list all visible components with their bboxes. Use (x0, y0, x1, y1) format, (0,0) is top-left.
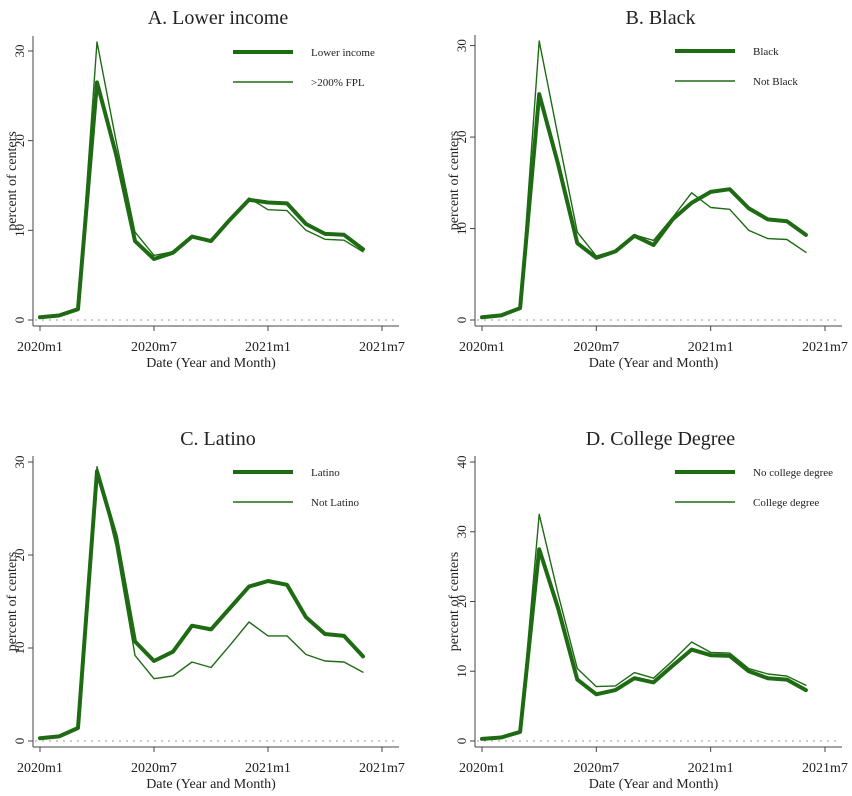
y-tick-label: 10 (454, 665, 469, 678)
x-axis-label: Date (Year and Month) (589, 356, 719, 371)
y-tick-label: 40 (454, 456, 469, 469)
legend-label-1: Black (753, 46, 779, 58)
x-tick-label: 2020m1 (17, 761, 63, 776)
y-tick-label: 0 (12, 738, 27, 745)
x-tick-label: 2021m7 (359, 340, 405, 355)
x-tick-label: 2020m7 (573, 761, 619, 776)
chart-title: A. Lower income (148, 7, 289, 29)
x-axis-label: Date (Year and Month) (589, 777, 719, 791)
x-tick-label: 2020m1 (17, 340, 63, 355)
y-tick-label: 20 (12, 134, 27, 147)
y-axis-label: percent of centers (5, 131, 20, 231)
legend-label-1: Latino (311, 467, 340, 479)
series-line-1 (480, 547, 808, 741)
x-tick-label: 2020m1 (459, 761, 505, 776)
y-tick-label: 10 (454, 222, 469, 235)
x-tick-label: 2020m1 (459, 340, 505, 355)
chart-panel-1: A. Lower income 0 10 20 30 percent of centers… (5, 7, 405, 371)
chart-title: B. Black (626, 7, 696, 29)
x-tick-label: 2021m1 (245, 340, 291, 355)
series-line-2 (39, 466, 364, 739)
legend-label-1: Lower income (311, 47, 375, 59)
y-axis-label: percent of centers (5, 552, 20, 652)
y-tick-label: 30 (12, 456, 27, 469)
series-line-2 (481, 40, 807, 318)
legend-label-2: >200% FPL (311, 77, 365, 89)
y-tick-label: 20 (454, 595, 469, 608)
y-tick-label: 20 (12, 549, 27, 562)
y-tick-label: 30 (12, 44, 27, 57)
x-tick-label: 2021m1 (688, 340, 734, 355)
x-tick-label: 2021m1 (688, 761, 734, 776)
chart-panel-4: D. College Degree 0 10 20 30 40 percent of cen… (447, 428, 848, 792)
x-tick-label: 2021m1 (245, 761, 291, 776)
y-tick-label: 30 (454, 525, 469, 538)
x-axis-label: Date (Year and Month) (146, 777, 276, 791)
chart-title: D. College Degree (586, 428, 736, 450)
legend-label-2: Not Latino (311, 497, 359, 509)
x-tick-label: 2020m7 (573, 340, 619, 355)
x-tick-label: 2020m7 (131, 761, 177, 776)
x-tick-label: 2021m7 (359, 761, 405, 776)
x-tick-label: 2021m7 (802, 340, 848, 355)
y-tick-label: 10 (12, 224, 27, 237)
chart-title: C. Latino (180, 428, 256, 450)
x-tick-label: 2021m7 (802, 761, 848, 776)
series-line-2 (39, 41, 364, 318)
y-tick-label: 0 (454, 738, 469, 745)
y-axis-label: percent of centers (447, 131, 462, 231)
x-tick-label: 2020m7 (131, 340, 177, 355)
chart-panel-3: C. Latino 0 10 20 30 percent of centers 2020m1… (5, 428, 405, 792)
y-tick-label: 0 (454, 317, 469, 324)
series-line-1 (38, 80, 365, 320)
chart-panel-2: B. Black 0 10 20 30 percent of centers 2020m1 2… (447, 7, 848, 371)
series-line-2 (481, 513, 807, 740)
y-tick-label: 20 (454, 131, 469, 144)
legend-label-2: College degree (753, 497, 819, 509)
legend-label-2: Not Black (753, 76, 798, 88)
y-tick-label: 0 (12, 317, 27, 324)
series-line-1 (480, 92, 808, 320)
legend-label-1: No college degree (753, 467, 833, 479)
series-line-1 (38, 469, 365, 741)
y-tick-label: 30 (454, 39, 469, 52)
y-tick-label: 10 (12, 642, 27, 655)
y-axis-label: percent of centers (447, 552, 462, 652)
x-axis-label: Date (Year and Month) (146, 356, 276, 371)
